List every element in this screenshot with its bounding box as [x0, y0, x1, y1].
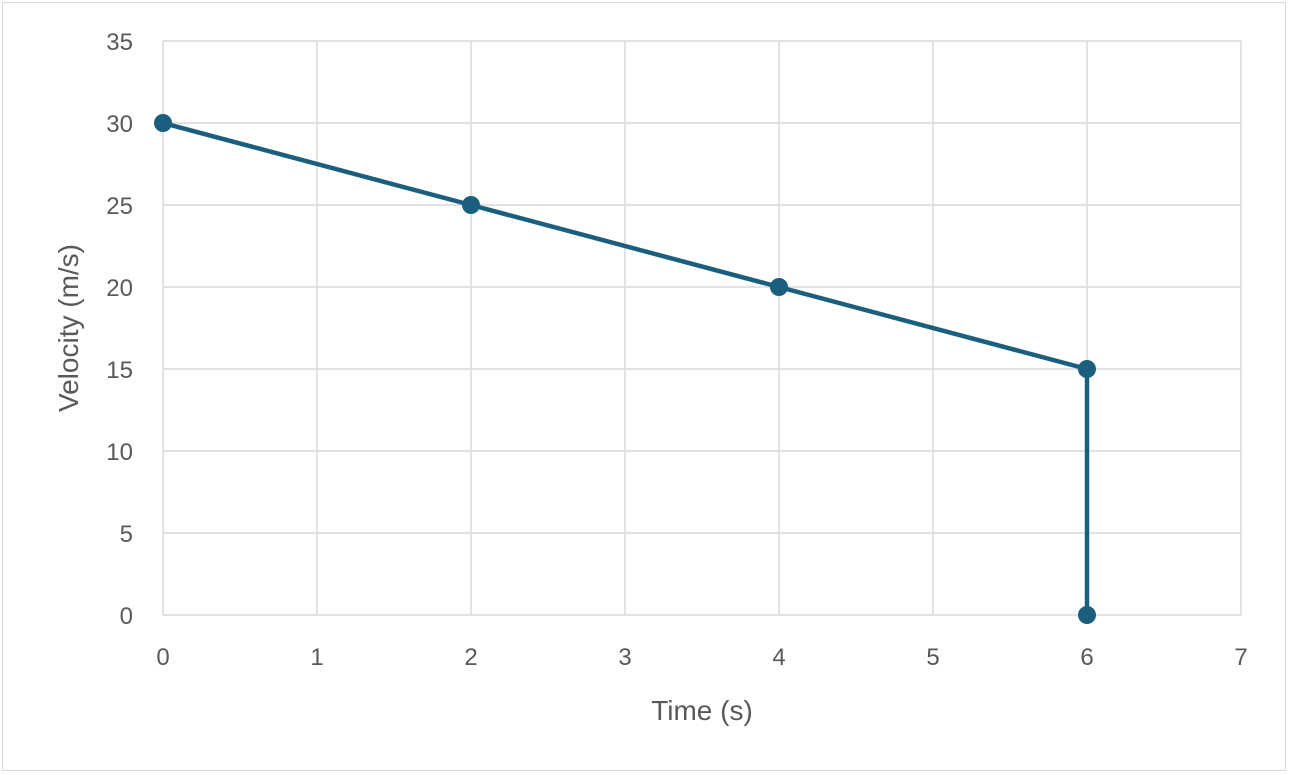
y-tick-label: 20: [106, 275, 133, 302]
x-axis-title: Time (s): [651, 695, 753, 726]
x-tick-label: 0: [156, 644, 169, 671]
y-tick-label: 5: [120, 521, 133, 548]
data-point: [154, 114, 172, 132]
data-point: [770, 278, 788, 296]
y-axis-title: Velocity (m/s): [53, 244, 84, 412]
y-tick-label: 35: [106, 29, 133, 56]
data-point: [462, 196, 480, 214]
y-tick-label: 10: [106, 439, 133, 466]
data-point: [1078, 360, 1096, 378]
x-tick-label: 1: [310, 644, 323, 671]
y-tick-label: 25: [106, 193, 133, 220]
x-tick-label: 4: [772, 644, 785, 671]
grid-lines: [162, 40, 1242, 616]
x-tick-label: 2: [464, 644, 477, 671]
data-point: [1078, 606, 1096, 624]
y-tick-label: 30: [106, 111, 133, 138]
x-tick-label: 6: [1080, 644, 1093, 671]
x-tick-label: 3: [618, 644, 631, 671]
y-tick-label: 15: [106, 357, 133, 384]
x-tick-label: 7: [1234, 644, 1247, 671]
tick-labels: 0 1 2 3 4 5 6 7 0 5 10 15 20 25 30 35: [106, 29, 1247, 671]
y-tick-label: 0: [120, 603, 133, 630]
x-tick-label: 5: [926, 644, 939, 671]
series-velocity: [154, 114, 1096, 624]
